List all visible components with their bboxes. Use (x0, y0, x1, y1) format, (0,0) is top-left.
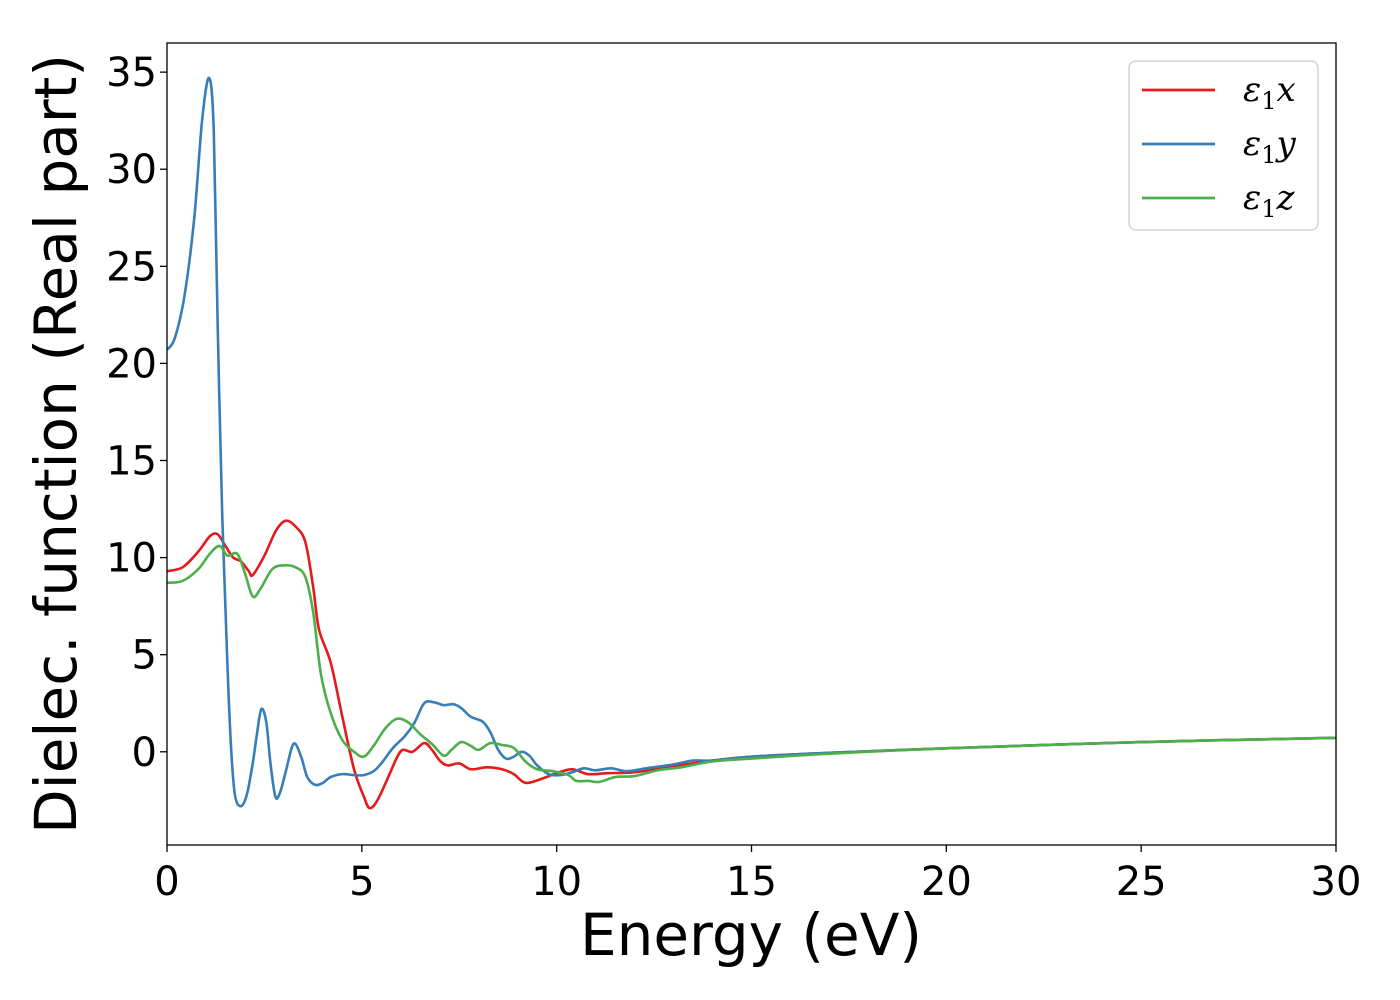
y-tick-label: 25 (106, 244, 157, 290)
x-tick-label: 25 (1116, 859, 1167, 905)
x-tick-label: 15 (726, 859, 777, 905)
x-axis-label: Energy (eV) (580, 901, 922, 969)
y-axis-label: Dielec. function (Real part) (22, 54, 90, 834)
y-tick-label: 5 (132, 633, 157, 679)
x-tick-label: 0 (154, 859, 179, 905)
legend: ε1x ε1y ε1z (1128, 60, 1319, 231)
series-line-x (167, 519, 1336, 810)
x-tick-label: 20 (921, 859, 972, 905)
y-tick-label: 0 (132, 730, 157, 776)
y-tick-label: 10 (106, 536, 157, 582)
y-axis: 0 5 10 15 20 25 30 35 (106, 50, 167, 776)
y-tick-label: 35 (106, 50, 157, 96)
y-tick-label: 20 (106, 341, 157, 387)
x-tick-label: 5 (349, 859, 374, 905)
series-line-y (167, 76, 1336, 808)
y-tick-label: 15 (106, 439, 157, 485)
legend-label-x: ε1x (1243, 70, 1296, 115)
x-tick-label: 30 (1311, 859, 1362, 905)
series-layer (167, 76, 1336, 810)
series-line-z (167, 544, 1336, 784)
x-tick-label: 10 (531, 859, 582, 905)
legend-box (1128, 60, 1319, 231)
x-axis: 0 5 10 15 20 25 30 (154, 845, 1361, 905)
legend-label-y: ε1y (1243, 124, 1297, 169)
y-tick-label: 30 (106, 147, 157, 193)
legend-label-z: ε1z (1243, 178, 1296, 223)
